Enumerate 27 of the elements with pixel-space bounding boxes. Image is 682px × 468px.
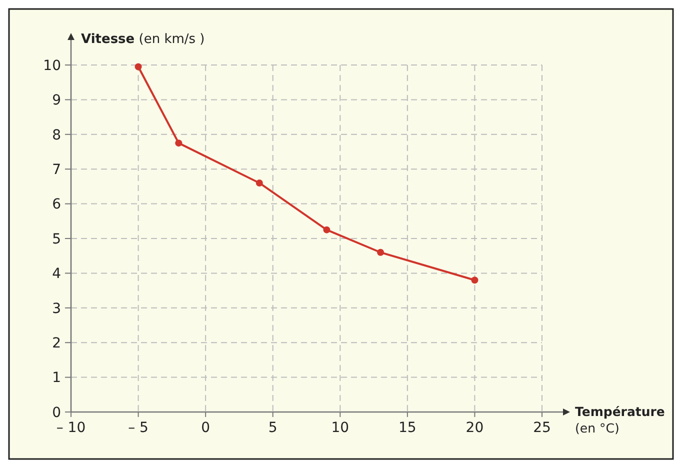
- x-tick-label: 10: [331, 420, 350, 436]
- y-tick-label: 1: [52, 370, 61, 386]
- point: [377, 248, 384, 256]
- point: [175, 140, 182, 147]
- point: [323, 226, 330, 234]
- y-axis-title: Vitesse (en km/s ): [81, 32, 205, 47]
- y-tick-label: 6: [52, 196, 62, 213]
- x-tick-label: 25: [533, 420, 551, 436]
- y-tick-label: 5: [52, 231, 61, 248]
- point: [134, 63, 142, 70]
- y-tick-label: 4: [52, 266, 62, 282]
- x-tick-label: – 10: [56, 420, 86, 436]
- point: [471, 276, 478, 284]
- x-tick-label: 0: [201, 420, 210, 436]
- y-tick-label: 0: [52, 404, 61, 421]
- y-tick-label: 8: [52, 127, 61, 144]
- x-axis-title: Température (en °C): [575, 404, 665, 436]
- x-tick-label: 15: [398, 420, 416, 436]
- x-tick-label: 20: [466, 420, 484, 436]
- y-tick-label: 3: [52, 300, 61, 317]
- y-tick-label: 10: [43, 58, 61, 74]
- y-tick-label: 7: [52, 162, 61, 178]
- y-tick-label: 9: [52, 92, 61, 109]
- point: [256, 179, 263, 186]
- y-tick-label: 2: [52, 336, 61, 352]
- x-tick-label: 5: [268, 420, 278, 436]
- x-tick-label: – 5: [128, 420, 148, 436]
